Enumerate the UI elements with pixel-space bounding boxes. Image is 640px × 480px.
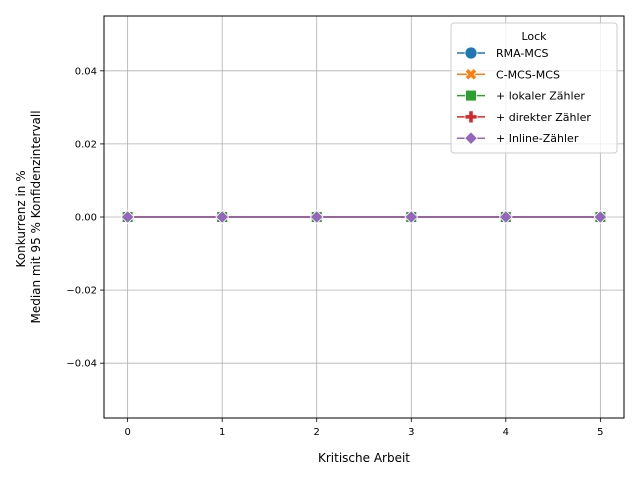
legend-box [450, 22, 618, 154]
legend-marker [464, 46, 478, 60]
x-tick-label: 1 [219, 427, 225, 438]
legend-entry: + Inline-Zähler [457, 131, 579, 146]
y-axis-label-line-1: Konkurrenz in % [14, 170, 28, 267]
x-tick-label: 0 [124, 427, 130, 438]
y-tick-label: 0.02 [75, 139, 97, 150]
data-point [593, 210, 608, 224]
data-point [120, 210, 135, 224]
x-tick-label: 4 [503, 427, 509, 438]
x-axis: 0 1 2 3 4 5 [124, 418, 604, 438]
data-point [404, 210, 419, 224]
y-tick-label: 0.04 [75, 66, 97, 77]
x-tick-label: 2 [314, 427, 320, 438]
data-point [309, 210, 324, 224]
legend-entry: + lokaler Zähler [457, 90, 585, 103]
y-axis-label-line-2: Median mit 95 % Konfidenzintervall [29, 110, 43, 323]
y-tick-label: −0.04 [66, 359, 97, 370]
data-point [498, 210, 513, 224]
legend-entry: + direkter Zähler [457, 110, 591, 124]
y-axis: 0.04 0.02 0.00 −0.02 −0.04 [66, 66, 104, 370]
legend-marker [464, 110, 478, 124]
x-tick-label: 5 [597, 427, 603, 438]
legend-label: + direkter Zähler [496, 111, 591, 124]
x-axis-label: Kritische Arbeit [318, 451, 410, 465]
legend: Lock RMA-MCS C-MCS-MCS + lokaler Zähler + di… [450, 22, 618, 154]
legend-label: RMA-MCS [496, 47, 549, 60]
legend-entry: C-MCS-MCS [457, 67, 560, 81]
series-layer [120, 210, 608, 224]
legend-label: C-MCS-MCS [496, 68, 560, 81]
y-tick-label: 0.00 [75, 213, 97, 224]
legend-marker [465, 89, 477, 102]
legend-marker [464, 131, 478, 146]
y-tick-label: −0.02 [66, 286, 97, 297]
legend-title: Lock [521, 30, 547, 43]
x-tick-label: 3 [408, 427, 414, 438]
legend-marker [464, 67, 478, 81]
series--inline-z-hler [120, 210, 608, 224]
y-axis-label: Konkurrenz in % Median mit 95 % Konfiden… [14, 110, 43, 323]
data-point [215, 210, 230, 224]
legend-label: + Inline-Zähler [496, 132, 579, 145]
legend-entry: RMA-MCS [457, 46, 549, 60]
legend-label: + lokaler Zähler [496, 90, 585, 103]
